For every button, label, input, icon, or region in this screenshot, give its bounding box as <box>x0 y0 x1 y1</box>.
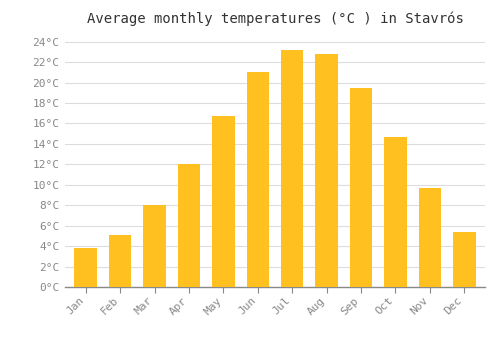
Bar <box>418 188 441 287</box>
Bar <box>109 235 132 287</box>
Bar <box>384 137 406 287</box>
Bar <box>281 50 303 287</box>
Bar <box>350 88 372 287</box>
Bar <box>144 205 166 287</box>
Bar <box>74 248 97 287</box>
Bar <box>246 72 269 287</box>
Bar <box>178 164 200 287</box>
Title: Average monthly temperatures (°C ) in Stavrós: Average monthly temperatures (°C ) in St… <box>86 12 464 26</box>
Bar <box>316 54 338 287</box>
Bar <box>453 232 475 287</box>
Bar <box>212 116 234 287</box>
